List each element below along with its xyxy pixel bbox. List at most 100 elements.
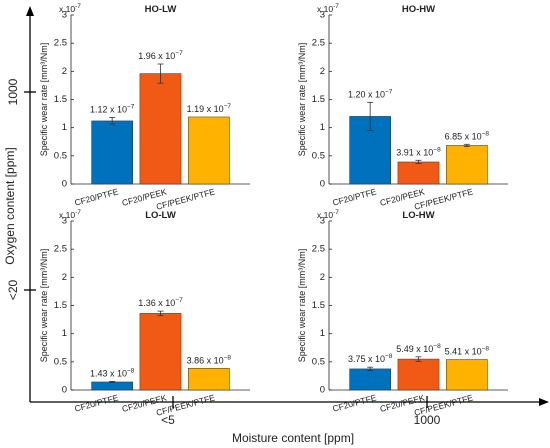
data-label: 1.19 x 10−7: [187, 103, 232, 114]
y-tick-label: 0.5: [54, 150, 67, 161]
y-tick-label: 3: [320, 216, 325, 227]
data-label-power: −7: [224, 103, 232, 110]
y-tick-label: 0.5: [312, 150, 325, 161]
data-label-mantissa: 3.86 x 10: [187, 355, 224, 365]
outer-y-axis-title: Oxygen content [ppm]: [3, 147, 17, 264]
data-label: 3.91 x 10−8: [396, 146, 441, 157]
y-tick-label: 2: [320, 66, 325, 77]
axis-exponent-power: -7: [75, 3, 81, 10]
bar-cf20-ptfe: [349, 368, 392, 391]
data-label-power: −7: [175, 50, 183, 57]
chart-panel-ho-hw: 0 0.5 1 1.5 2 2.5 3x 10-7 HO-HW Specific wear ra…: [297, 3, 508, 212]
y-axis-title: Specific wear rate [mm³/Nm]: [39, 43, 49, 157]
outer-y-axis-arrow: [26, 6, 34, 16]
chart-panel-lo-hw: 0 0.5 1 1.5 2 2.5 3x 10-7 LO-HW Specific wear ra…: [297, 209, 508, 418]
data-label-power: −8: [482, 130, 490, 137]
bar-cf-peek-ptfe: [187, 116, 230, 185]
bar-cf-peek-ptfe: [445, 359, 488, 391]
y-axis-title: Specific wear rate [mm³/Nm]: [297, 43, 307, 157]
outer-y-tick-label-lt20: <20: [6, 279, 20, 300]
data-label: 1.43 x 10−8: [90, 367, 135, 378]
data-label-mantissa: 1.19 x 10: [187, 104, 224, 114]
y-tick-label: 0.5: [54, 356, 67, 367]
outer-x-axis-title: Moisture content [ppm]: [232, 431, 354, 445]
y-tick-label: 1.5: [312, 300, 325, 311]
axis-exponent-label: x 10-7: [317, 3, 339, 14]
axis-exponent-power: -7: [75, 209, 81, 216]
y-tick-label: 0: [62, 179, 67, 190]
data-label: 5.41 x 10−8: [445, 346, 490, 357]
data-label-power: −8: [433, 146, 441, 153]
data-label-power: −8: [433, 343, 441, 350]
bar-cf20-ptfe: [91, 120, 134, 185]
y-tick-label: 1.5: [312, 94, 325, 105]
data-label: 6.85 x 10−8: [445, 130, 490, 141]
y-tick-label: 2: [62, 66, 67, 77]
y-tick-label: 0: [320, 179, 325, 190]
axis-exponent-base: x 10: [59, 210, 75, 220]
data-label-mantissa: 1.43 x 10: [90, 368, 127, 378]
axis-exponent-base: x 10: [59, 4, 75, 14]
axis-exponent-label: x 10-7: [317, 209, 339, 220]
y-tick-label: 2.5: [312, 38, 325, 49]
panel-title: LO-LW: [145, 210, 176, 221]
y-tick-label: 1: [320, 122, 325, 133]
bar-cf-peek-ptfe: [445, 145, 488, 185]
bar-cf20-peek: [139, 73, 182, 185]
bar-cf20-peek: [139, 313, 182, 391]
x-category-label: CF20/PTFE: [73, 186, 119, 207]
outer-x-tick-label-1000: 1000: [414, 413, 441, 427]
data-label: 1.36 x 10−7: [138, 297, 183, 308]
y-tick-label: 0.5: [312, 356, 325, 367]
x-category-label: CF20/PTFE: [331, 392, 377, 413]
data-label-power: −8: [482, 346, 490, 353]
axis-exponent-label: x 10-7: [59, 3, 81, 14]
y-tick-label: 0: [320, 385, 325, 396]
y-tick-label: 2: [320, 272, 325, 283]
data-label-mantissa: 5.49 x 10: [396, 344, 433, 354]
data-label: 3.86 x 10−8: [187, 354, 232, 365]
outer-x-axis-arrow: [539, 398, 549, 406]
data-label-mantissa: 5.41 x 10: [445, 347, 482, 357]
chart-panel-lo-lw: 0 0.5 1 1.5 2 2.5 3x 10-7 LO-LW Specific wear ra…: [39, 209, 250, 418]
x-category-label: CF20/PTFE: [73, 392, 119, 413]
y-tick-label: 1.5: [54, 300, 67, 311]
axis-exponent-power: -7: [333, 209, 339, 216]
y-axis-title: Specific wear rate [mm³/Nm]: [297, 249, 307, 363]
y-tick-label: 0: [62, 385, 67, 396]
data-label: 1.96 x 10−7: [138, 50, 183, 61]
bar-cf20-peek: [397, 161, 440, 185]
axis-exponent-base: x 10: [317, 210, 333, 220]
data-label-mantissa: 1.36 x 10: [138, 298, 175, 308]
y-tick-label: 2.5: [312, 244, 325, 255]
outer-x-tick-label-lt5: <5: [161, 413, 175, 427]
y-tick-label: 2.5: [54, 38, 67, 49]
axis-exponent-power: -7: [333, 3, 339, 10]
data-label-mantissa: 3.75 x 10: [348, 354, 385, 364]
data-label-power: −7: [385, 88, 393, 95]
panel-title: LO-HW: [402, 210, 434, 221]
data-label-mantissa: 6.85 x 10: [445, 131, 482, 141]
bar-cf20-ptfe: [91, 381, 134, 391]
y-tick-label: 2.5: [54, 244, 67, 255]
panel-title: HO-LW: [145, 4, 177, 15]
data-label: 1.12 x 10−7: [90, 104, 135, 115]
axis-exponent-base: x 10: [317, 4, 333, 14]
data-label-power: −8: [224, 354, 232, 361]
data-label-power: −7: [175, 297, 183, 304]
chart-panel-ho-lw: 0 0.5 1 1.5 2 2.5 3x 10-7 HO-LW Specific wear ra…: [39, 3, 250, 212]
bar-cf20-peek: [397, 358, 440, 391]
data-label-power: −8: [385, 353, 393, 360]
data-label: 1.20 x 10−7: [348, 88, 393, 99]
y-tick-label: 1.5: [54, 94, 67, 105]
data-label: 5.49 x 10−8: [396, 343, 441, 354]
data-label-mantissa: 3.91 x 10: [396, 147, 433, 157]
data-label-power: −8: [127, 367, 135, 374]
bar-cf-peek-ptfe: [187, 368, 230, 391]
y-axis-title: Specific wear rate [mm³/Nm]: [39, 249, 49, 363]
axis-exponent-label: x 10-7: [59, 209, 81, 220]
y-tick-label: 3: [320, 10, 325, 21]
y-tick-label: 3: [62, 216, 67, 227]
x-category-label: CF20/PTFE: [331, 186, 377, 207]
